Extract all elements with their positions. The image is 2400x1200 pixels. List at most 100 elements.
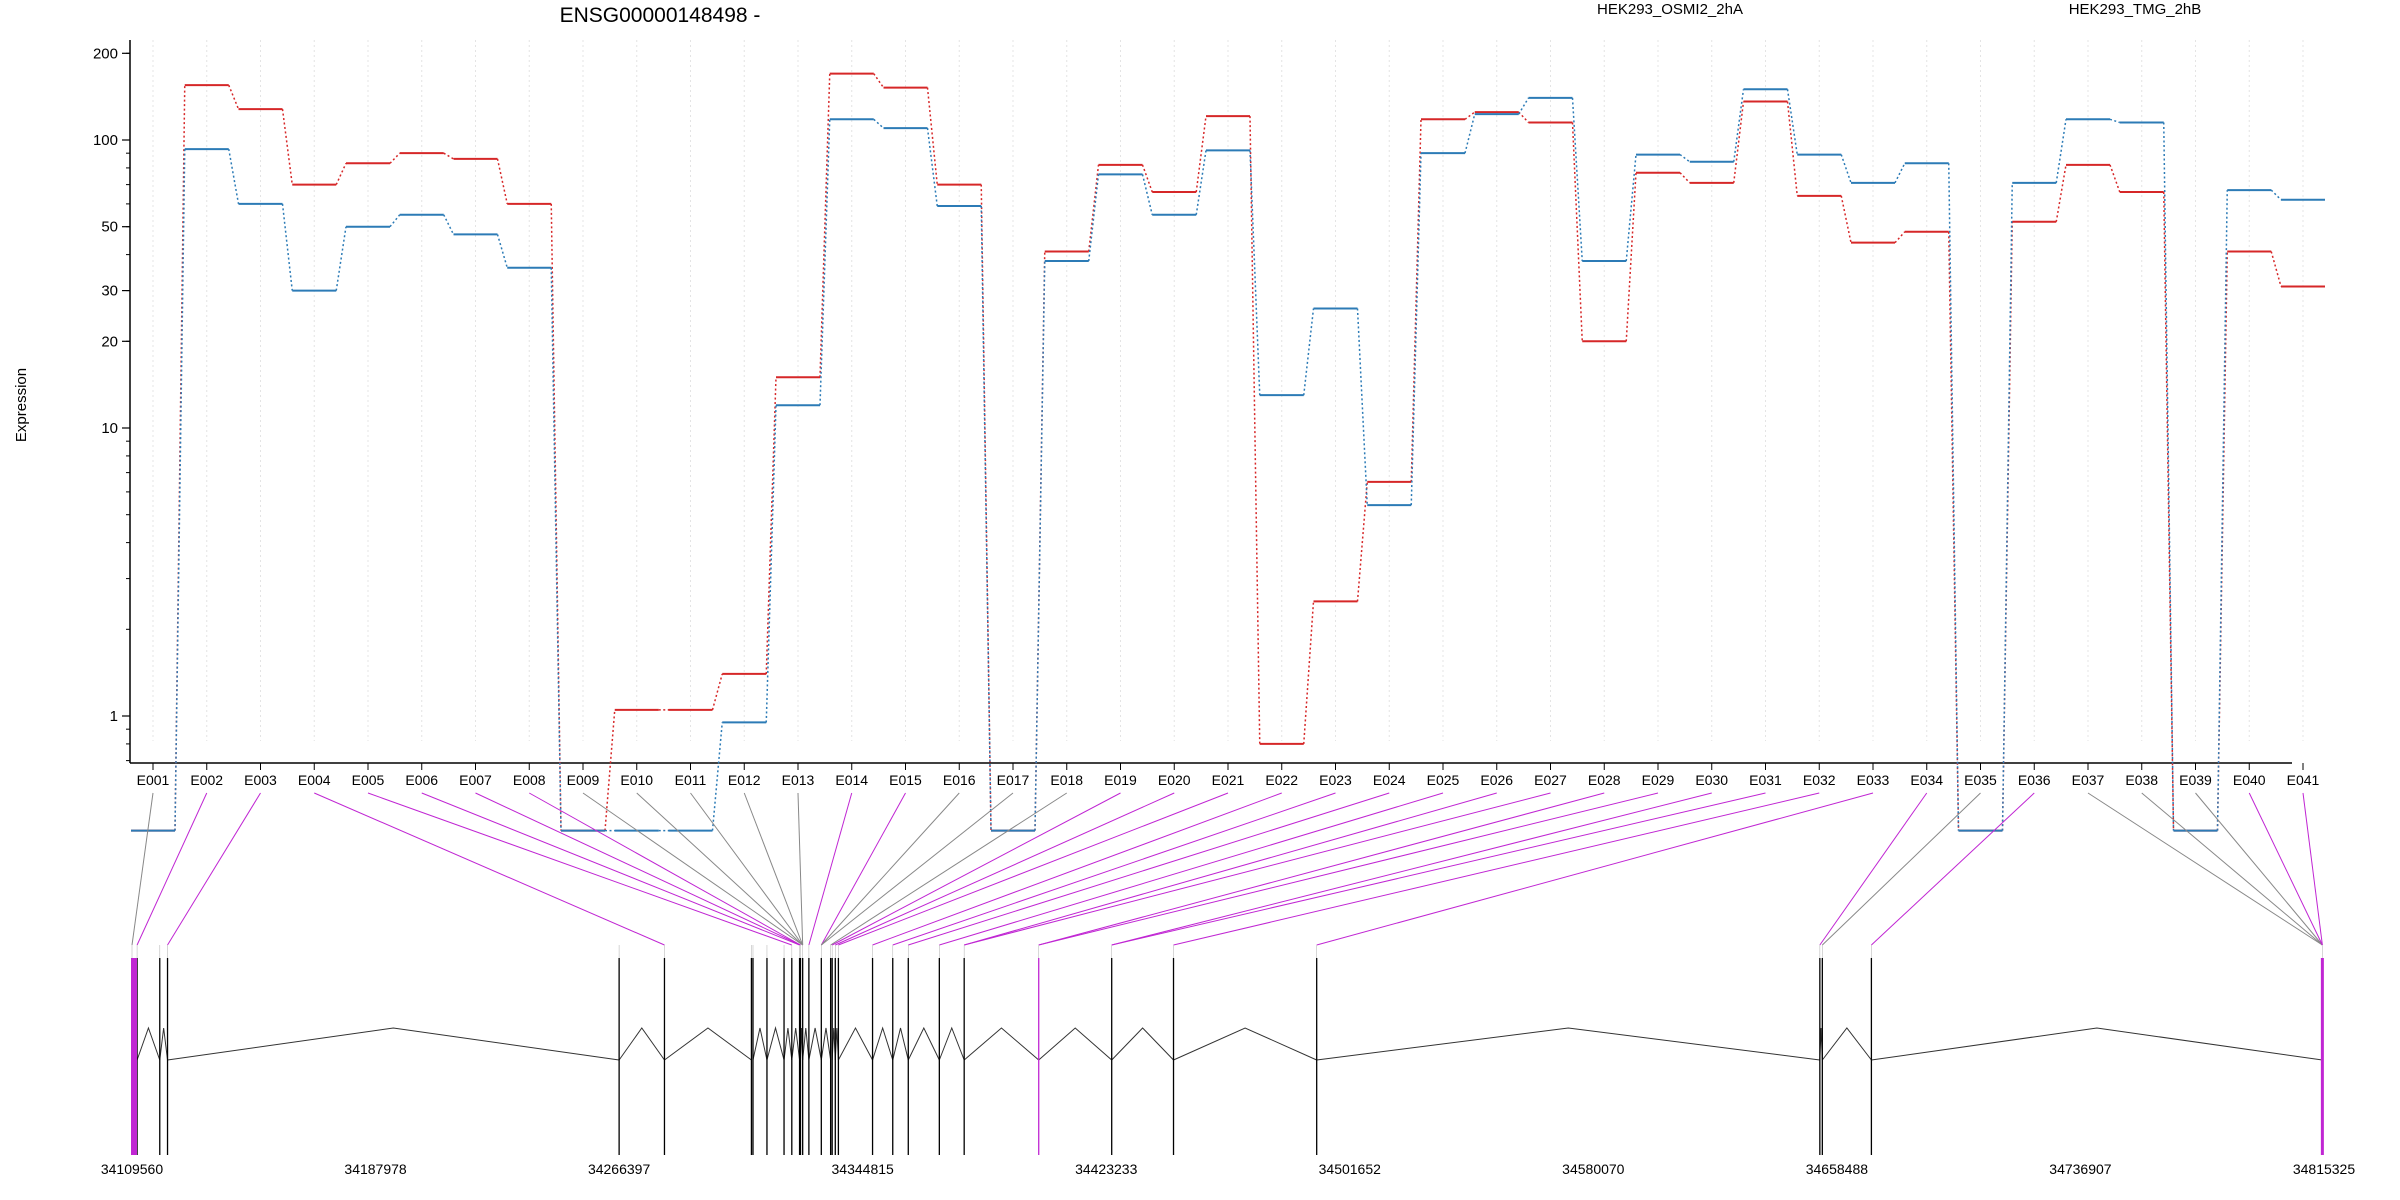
series-connector <box>281 109 293 185</box>
exon-connector <box>2302 792 2323 946</box>
series-connector <box>1464 111 1476 120</box>
exon-connector <box>1871 792 2035 946</box>
exon-connector <box>1316 792 1874 946</box>
x-axis-ticks: E001 E002 E003 E004 E005 E006 E007 E008 E009 E010… <box>137 763 2320 788</box>
legend-entry-series-a: HEK293_OSMI2_2hA <box>1597 1 1743 18</box>
series-connector <box>980 205 992 831</box>
series-connector <box>550 267 562 831</box>
exon-connector <box>1821 792 1981 946</box>
intron-line <box>1111 1027 1174 1061</box>
y-tick-label: 50 <box>101 219 118 236</box>
intron-line <box>791 1027 801 1061</box>
exon-connector <box>838 792 1229 946</box>
series-connector <box>711 722 723 831</box>
x-tick-label: E020 <box>1158 772 1191 788</box>
series-connector <box>1141 174 1153 215</box>
series-connector <box>443 152 454 160</box>
series-connector <box>1034 261 1046 831</box>
exon-connector <box>2195 792 2323 946</box>
x-tick-label: E006 <box>405 772 438 788</box>
series-a <box>131 72 2325 832</box>
y-axis-title: Expression <box>13 368 30 442</box>
genomic-tick-label: 34344815 <box>832 1161 895 1177</box>
x-tick-label: E041 <box>2287 772 2320 788</box>
intron-line <box>963 1027 1040 1061</box>
exon-connector <box>131 792 154 946</box>
intron-line <box>618 1027 665 1061</box>
intron-line <box>159 1027 169 1061</box>
x-tick-label: E012 <box>728 772 761 788</box>
series-connector <box>1571 122 1583 342</box>
intron-line <box>766 1026 785 1061</box>
x-tick-label: E005 <box>352 772 385 788</box>
exon-connector <box>835 792 1175 946</box>
series-connector <box>1679 153 1691 163</box>
series-connector <box>281 203 293 291</box>
x-tick-label: E015 <box>889 772 922 788</box>
series-connector <box>873 118 885 129</box>
series-connector <box>1518 111 1530 124</box>
x-tick-label: E022 <box>1265 772 1298 788</box>
exon-connector <box>831 792 1121 946</box>
x-tick-label: E029 <box>1642 772 1675 788</box>
series-connector <box>2109 164 2121 193</box>
x-tick-label: E024 <box>1373 772 1406 788</box>
exon-connector <box>529 792 801 946</box>
x-tick-label: E004 <box>298 772 331 788</box>
series-connector <box>335 226 347 291</box>
x-tick-label: E025 <box>1427 772 1460 788</box>
x-tick-label: E013 <box>782 772 815 788</box>
intron-line <box>820 1027 832 1061</box>
exon-connector <box>830 792 1068 946</box>
intron-line <box>1871 1027 2323 1061</box>
series-connector <box>765 377 777 674</box>
y-tick-label: 20 <box>101 333 118 350</box>
series-b <box>131 88 2325 832</box>
series-connector <box>228 84 240 110</box>
series-connector <box>1195 150 1207 215</box>
series-connector <box>1733 101 1745 183</box>
exon-connector <box>136 792 208 946</box>
series-connector <box>1356 308 1368 506</box>
x-tick-label: E017 <box>997 772 1030 788</box>
exon-connectors <box>131 792 2323 958</box>
series-connector <box>2109 118 2120 124</box>
intron-line <box>1038 1027 1113 1061</box>
intron-line <box>808 1027 822 1061</box>
gene-model-track <box>131 958 2324 1155</box>
x-tick-label: E039 <box>2179 772 2212 788</box>
series-connector <box>2055 164 2067 222</box>
series-connector <box>2270 189 2282 201</box>
genomic-tick-label: 34658488 <box>1806 1161 1869 1177</box>
series-connector <box>926 127 938 207</box>
exon-connector <box>582 792 803 946</box>
exon-connector <box>872 792 1282 946</box>
series-connector <box>765 405 777 723</box>
x-tick-label: E018 <box>1050 772 1083 788</box>
series-connector <box>1303 601 1315 744</box>
x-tick-label: E009 <box>567 772 600 788</box>
series-connector <box>1786 89 1798 155</box>
x-tick-label: E032 <box>1803 772 1836 788</box>
exon-connector <box>367 792 792 946</box>
y-tick-label: 200 <box>93 45 118 62</box>
series-connector <box>1303 308 1315 396</box>
intron-line <box>1173 1027 1317 1061</box>
series-connector <box>1894 231 1906 244</box>
series-connector <box>1948 231 1960 831</box>
exon-connector <box>820 792 906 946</box>
series-connector <box>873 73 885 89</box>
intron-line <box>872 1026 894 1061</box>
x-tick-label: E016 <box>943 772 976 788</box>
exon-connector <box>1111 792 1766 946</box>
series-connector <box>443 214 455 235</box>
x-tick-label: E021 <box>1212 772 1245 788</box>
x-tick-label: E014 <box>835 772 868 788</box>
intron-line <box>136 1026 161 1061</box>
intron-line <box>167 1027 620 1061</box>
x-tick-label: E007 <box>459 772 492 788</box>
x-tick-label: E035 <box>1964 772 1997 788</box>
x-tick-label: E003 <box>244 772 277 788</box>
exon-connector <box>1173 792 1820 946</box>
